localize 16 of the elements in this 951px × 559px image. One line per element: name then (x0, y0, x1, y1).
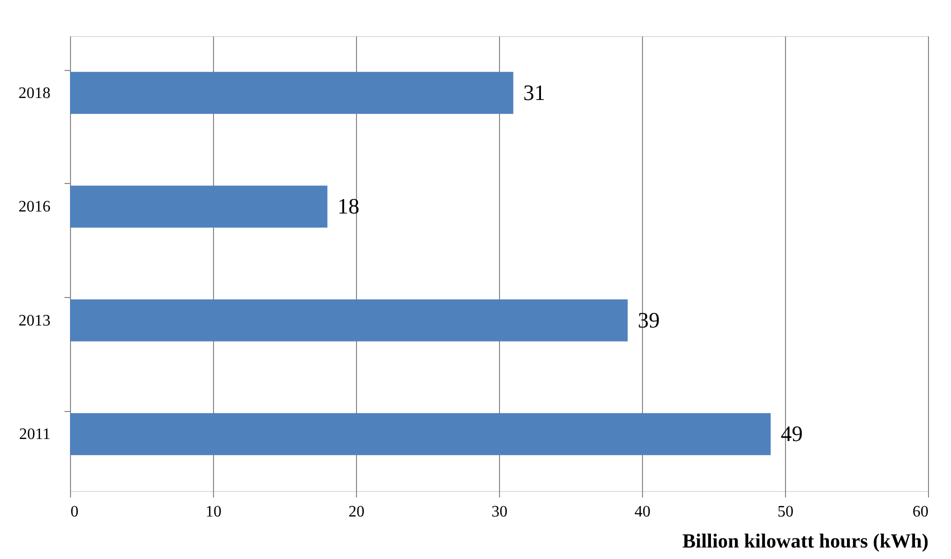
data-label: 31 (523, 80, 546, 105)
data-label: 18 (337, 194, 360, 219)
x-tick-label: 30 (492, 504, 508, 520)
y-tick-label: 2013 (18, 312, 50, 330)
x-tick-label: 0 (70, 504, 78, 520)
x-tick-label: 60 (912, 504, 928, 520)
y-tick-label: 2016 (18, 198, 50, 216)
y-tick-label: 2011 (19, 426, 50, 444)
x-tick-label: 20 (348, 504, 364, 520)
x-tick-label: 40 (634, 504, 650, 520)
x-tick-label: 10 (206, 504, 222, 520)
data-label: 39 (638, 307, 660, 332)
y-tick-label: 2018 (18, 84, 50, 102)
x-axis-title: Billion kilowatt hours (kWh) (682, 530, 928, 552)
data-label: 49 (780, 421, 803, 446)
x-tick-label: 50 (778, 504, 794, 520)
